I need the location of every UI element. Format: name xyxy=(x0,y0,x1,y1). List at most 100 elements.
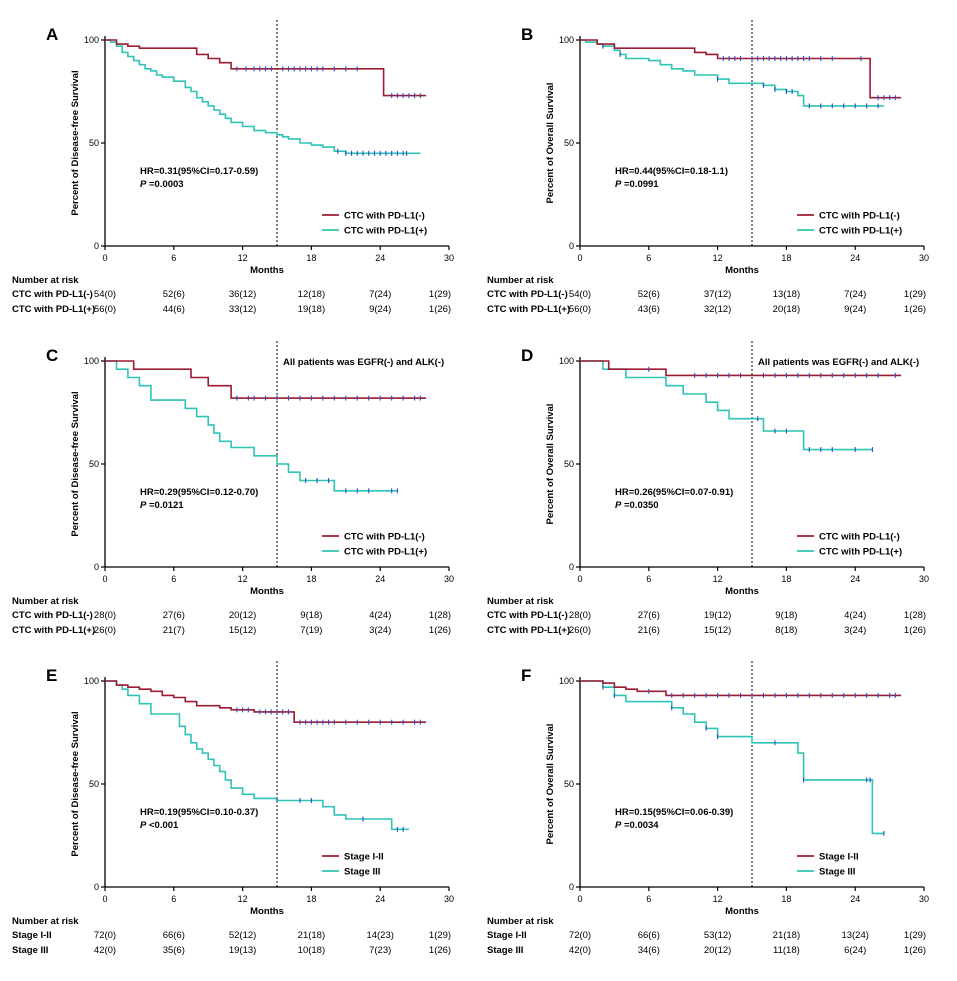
x-tick-label: 0 xyxy=(102,894,107,904)
risk-value: 19(18) xyxy=(298,304,325,315)
risk-value: 72(0) xyxy=(94,930,116,941)
x-tick-label: 18 xyxy=(781,253,791,263)
risk-value: 1(29) xyxy=(429,930,451,941)
panel-e: E 0 50 100 0 6 12 18 24 30 Months Percent of Diseas… xyxy=(12,661,454,956)
x-tick-label: 24 xyxy=(375,574,385,584)
p-value-text: P =0.0003 xyxy=(140,179,184,190)
hazard-ratio-text: HR=0.31(95%CI=0.17-0.59) xyxy=(140,166,258,177)
y-tick-label: 50 xyxy=(89,138,99,148)
survival-curve-b xyxy=(105,680,409,831)
hazard-ratio-text: HR=0.26(95%CI=0.07-0.91) xyxy=(615,487,733,498)
survival-curve-a xyxy=(580,360,902,377)
risk-value: 52(6) xyxy=(638,289,660,300)
risk-value: 26(0) xyxy=(94,625,116,636)
x-axis-title: Months xyxy=(250,906,284,917)
risk-value: 54(0) xyxy=(94,289,116,300)
x-tick-label: 24 xyxy=(850,894,860,904)
risk-table-header: Number at risk xyxy=(12,596,79,607)
p-value-text: P =0.0991 xyxy=(615,179,659,190)
risk-value: 9(18) xyxy=(300,610,322,621)
y-tick-label: 100 xyxy=(84,676,99,686)
risk-row-label: CTC with PD-L1(-) xyxy=(12,610,93,621)
risk-value: 35(6) xyxy=(163,945,185,956)
risk-value: 21(18) xyxy=(773,930,800,941)
risk-value: 12(18) xyxy=(298,289,325,300)
x-tick-label: 24 xyxy=(850,253,860,263)
x-tick-label: 18 xyxy=(306,253,316,263)
y-axis-title: Percent of Disease-free Survival xyxy=(70,711,81,856)
legend-label: CTC with PD-L1(+) xyxy=(819,226,902,237)
risk-table-header: Number at risk xyxy=(487,275,554,286)
x-tick-label: 0 xyxy=(102,574,107,584)
y-tick-label: 100 xyxy=(84,356,99,366)
panel-c: C 0 50 100 0 6 12 18 24 30 Months Percent of Diseas… xyxy=(12,341,454,636)
x-axis-title: Months xyxy=(725,265,759,276)
risk-value: 4(24) xyxy=(369,610,391,621)
y-tick-label: 100 xyxy=(559,676,574,686)
p-symbol: P xyxy=(615,179,622,190)
survival-curve-b xyxy=(580,39,884,107)
risk-value: 13(18) xyxy=(773,289,800,300)
risk-value: 20(12) xyxy=(229,610,256,621)
risk-table-header: Number at risk xyxy=(12,916,79,927)
risk-value: 56(0) xyxy=(569,304,591,315)
x-tick-label: 18 xyxy=(306,574,316,584)
x-tick-label: 6 xyxy=(646,574,651,584)
hazard-ratio-text: HR=0.29(95%CI=0.12-0.70) xyxy=(140,487,258,498)
x-tick-label: 12 xyxy=(713,894,723,904)
x-tick-label: 12 xyxy=(238,894,248,904)
panel-b: B 0 50 100 0 6 12 18 24 30 Months Percent of Overal… xyxy=(487,20,929,315)
x-tick-label: 12 xyxy=(238,574,248,584)
panel-a: A 0 50 100 0 6 12 18 24 30 Months Percent of Diseas… xyxy=(12,20,454,315)
survival-curve-a xyxy=(105,39,427,97)
x-tick-label: 18 xyxy=(781,574,791,584)
risk-table-header: Number at risk xyxy=(487,916,554,927)
x-tick-label: 0 xyxy=(577,574,582,584)
risk-value: 1(29) xyxy=(429,289,451,300)
risk-row-label: Stage I-II xyxy=(12,930,52,941)
y-tick-label: 50 xyxy=(564,138,574,148)
p-symbol: P xyxy=(140,820,147,831)
y-tick-label: 0 xyxy=(569,562,574,572)
panel-label: B xyxy=(521,25,533,44)
x-tick-label: 6 xyxy=(171,253,176,263)
risk-value: 1(28) xyxy=(429,610,451,621)
x-tick-label: 30 xyxy=(919,253,929,263)
p-value: =0.0991 xyxy=(621,179,659,190)
risk-value: 13(24) xyxy=(841,930,868,941)
risk-row-label: CTC with PD-L1(-) xyxy=(12,289,93,300)
risk-value: 21(6) xyxy=(638,625,660,636)
p-value: =0.0003 xyxy=(146,179,183,190)
p-value: =0.0121 xyxy=(146,500,184,511)
x-axis-title: Months xyxy=(725,586,759,597)
risk-value: 7(24) xyxy=(369,289,391,300)
panel-label: F xyxy=(521,666,531,685)
x-tick-label: 6 xyxy=(646,894,651,904)
legend-label: CTC with PD-L1(-) xyxy=(819,532,900,543)
y-tick-label: 50 xyxy=(564,779,574,789)
x-tick-label: 30 xyxy=(919,574,929,584)
risk-value: 33(12) xyxy=(229,304,256,315)
x-tick-label: 12 xyxy=(238,253,248,263)
risk-row-label: Stage I-II xyxy=(487,930,527,941)
x-tick-label: 0 xyxy=(577,253,582,263)
x-tick-label: 24 xyxy=(375,894,385,904)
risk-value: 1(26) xyxy=(429,304,451,315)
risk-table-header: Number at risk xyxy=(12,275,79,286)
legend-label: Stage III xyxy=(344,867,380,878)
p-symbol: P xyxy=(615,820,622,831)
risk-value: 34(6) xyxy=(638,945,660,956)
survival-curve-a xyxy=(105,680,427,723)
x-tick-label: 0 xyxy=(577,894,582,904)
panel-note: All patients was EGFR(-) and ALK(-) xyxy=(283,357,444,368)
x-tick-label: 12 xyxy=(713,574,723,584)
y-tick-label: 0 xyxy=(94,241,99,251)
x-tick-label: 24 xyxy=(850,574,860,584)
x-axis-title: Months xyxy=(250,265,284,276)
panel-label: D xyxy=(521,346,533,365)
p-symbol: P xyxy=(140,179,147,190)
risk-value: 72(0) xyxy=(569,930,591,941)
panel-note: All patients was EGFR(-) and ALK(-) xyxy=(758,357,919,368)
risk-value: 53(12) xyxy=(704,930,731,941)
risk-value: 66(6) xyxy=(163,930,185,941)
